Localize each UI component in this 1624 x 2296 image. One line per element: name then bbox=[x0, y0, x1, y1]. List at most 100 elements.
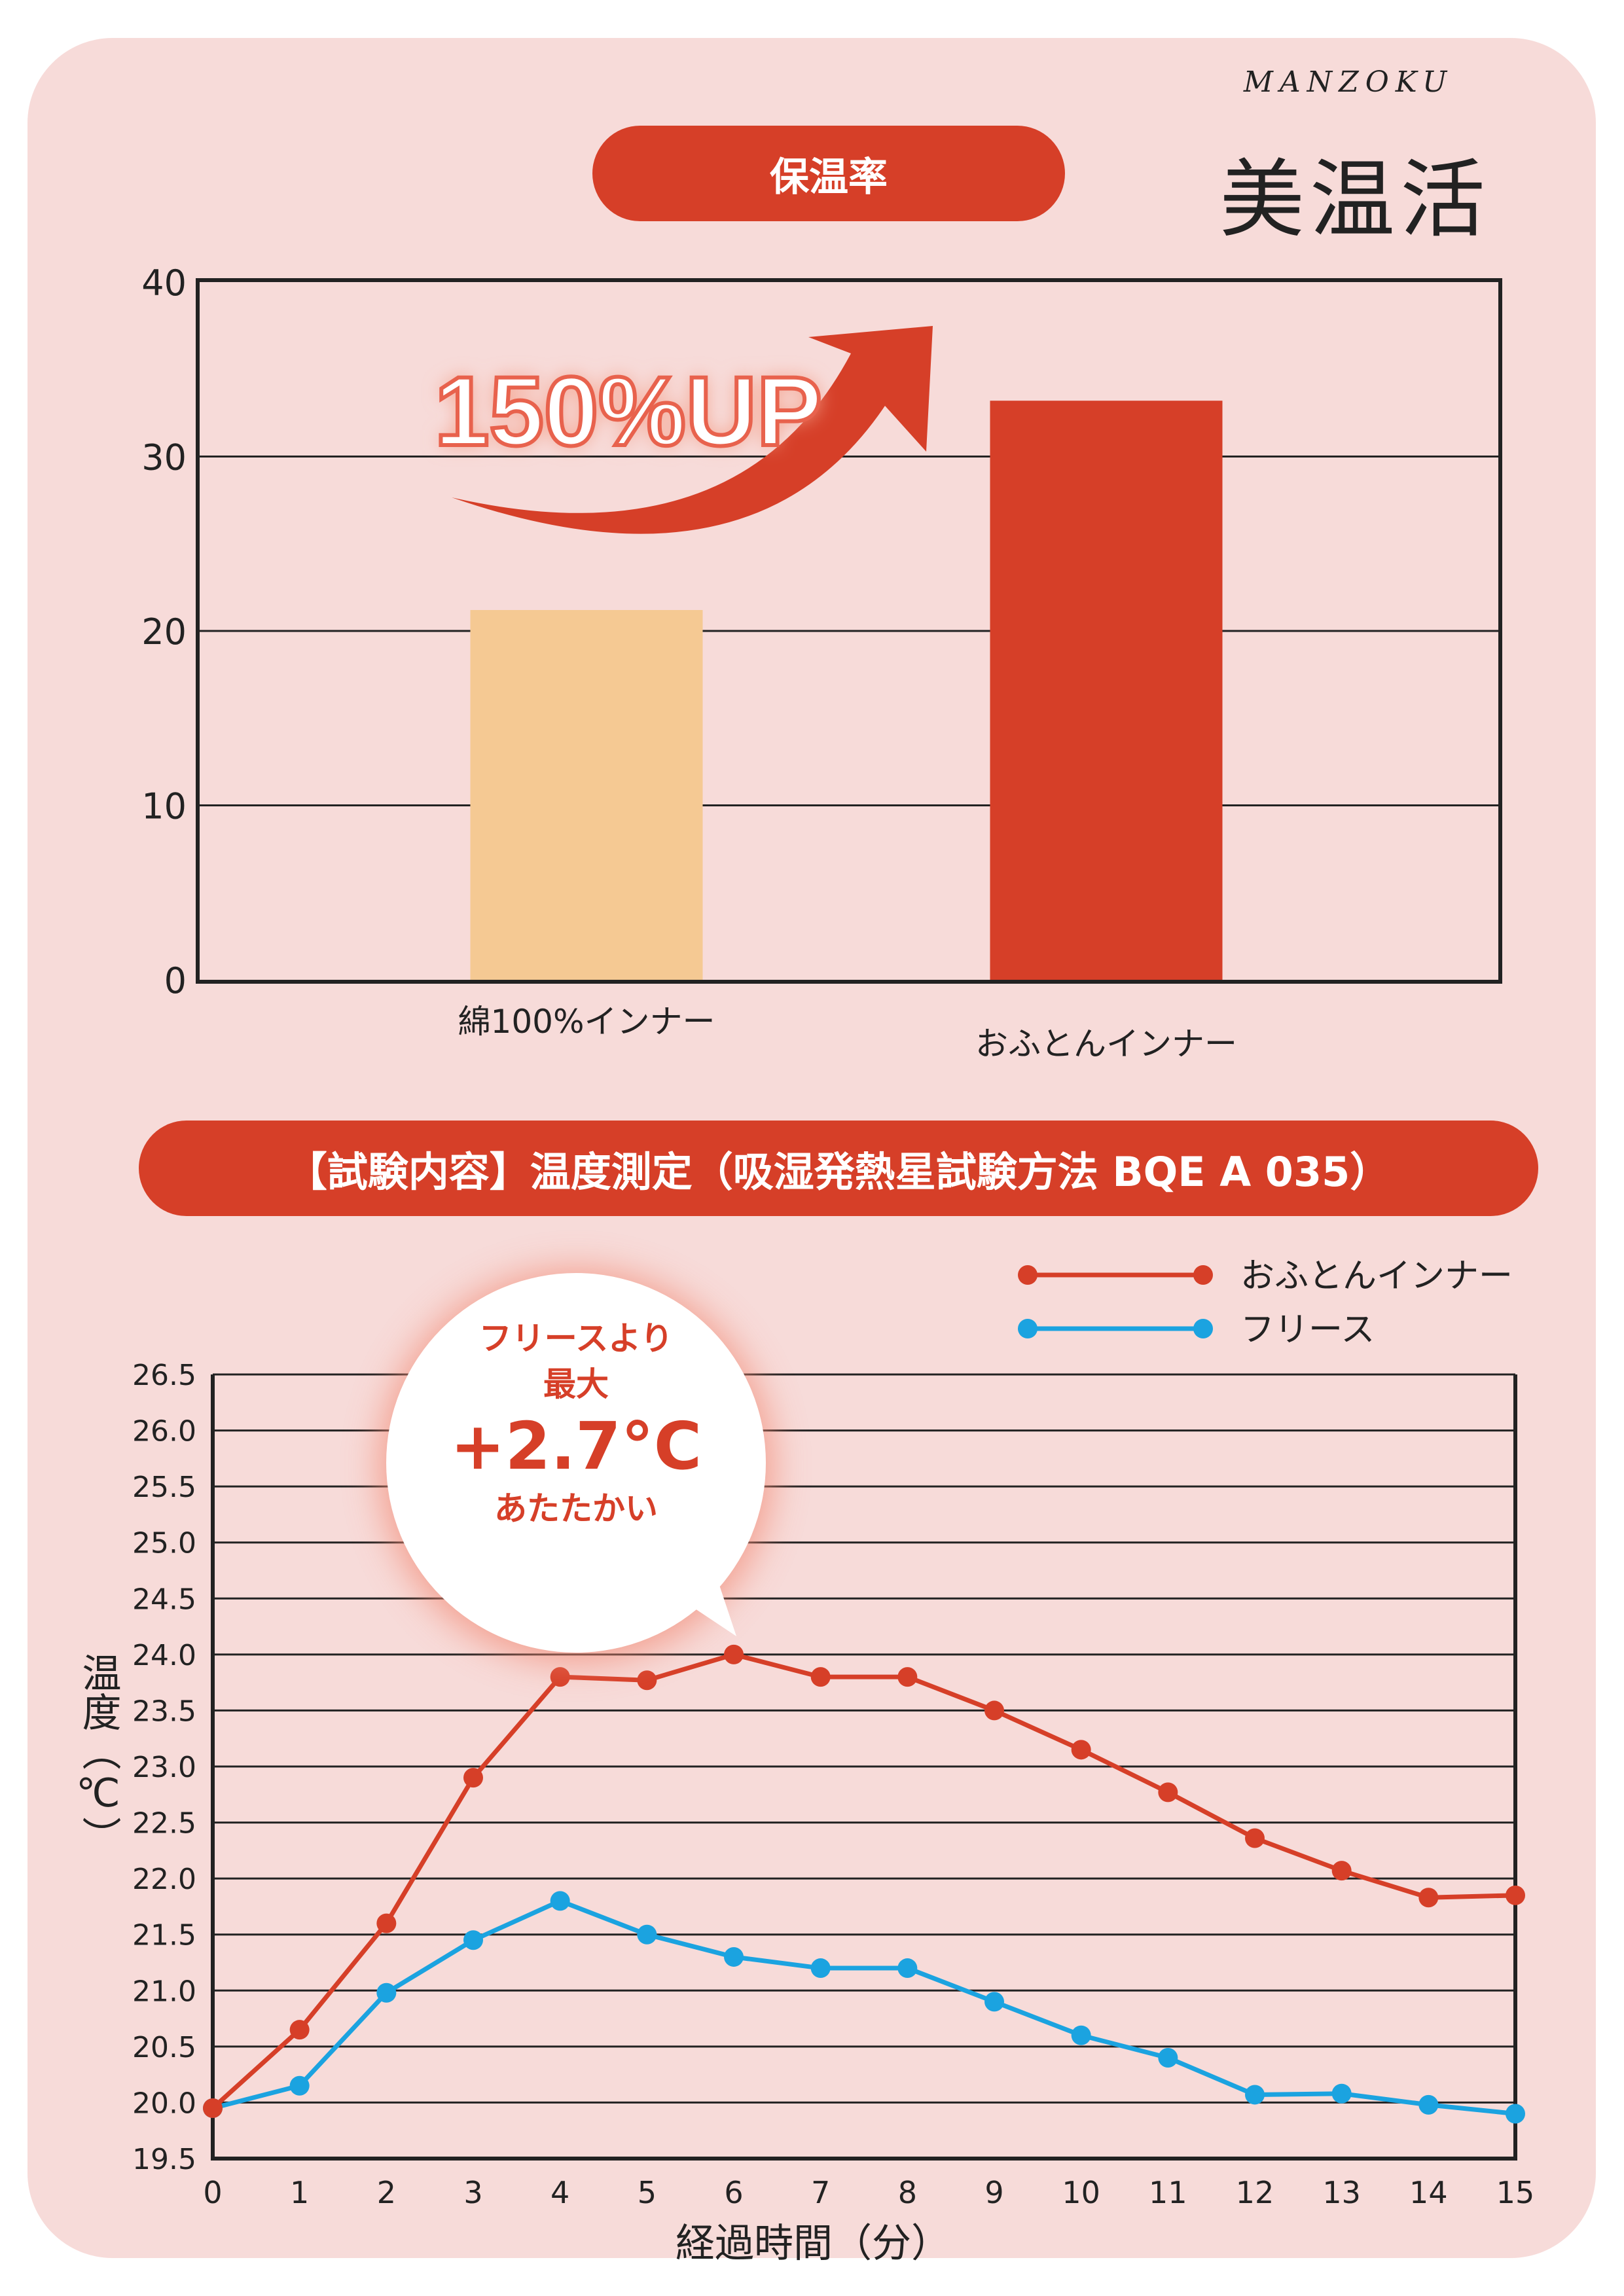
line-x-tick-label: 8 bbox=[898, 2175, 917, 2210]
series-2-point bbox=[897, 1958, 918, 1979]
line-y-tick-label: 23.5 bbox=[132, 1695, 196, 1728]
series-1-point bbox=[1158, 1782, 1178, 1803]
series-2-point bbox=[1158, 2047, 1178, 2068]
line-x-tick-label: 13 bbox=[1322, 2175, 1361, 2210]
line-chart-title: 【試験内容】温度測定（吸湿発熱星試験方法 BQE A 035） bbox=[139, 1121, 1538, 1216]
line-y-tick-label: 22.0 bbox=[132, 1863, 196, 1896]
line-x-tick-label: 1 bbox=[290, 2175, 309, 2210]
legend-dot-end-2 bbox=[1193, 1319, 1213, 1338]
series-1-point bbox=[637, 1670, 657, 1691]
line-y-tick-label: 22.5 bbox=[132, 1807, 196, 1840]
callout-150-up: 150%UP bbox=[435, 356, 822, 466]
brand-logo-en: MANZOKU bbox=[1243, 65, 1454, 99]
line-y-tick-label: 25.5 bbox=[132, 1471, 196, 1504]
line-y-tick-label: 25.0 bbox=[132, 1527, 196, 1560]
line-x-tick-label: 2 bbox=[377, 2175, 396, 2210]
bar-plot-frame bbox=[196, 278, 1502, 984]
line-y-tick-label: 21.5 bbox=[132, 1919, 196, 1952]
line-x-tick-label: 12 bbox=[1236, 2175, 1274, 2210]
line-y-tick-label: 24.0 bbox=[132, 1639, 196, 1672]
bar-2 bbox=[990, 401, 1223, 980]
bar-y-tick-label: 10 bbox=[141, 786, 187, 827]
line-x-tick-label: 5 bbox=[638, 2175, 657, 2210]
line-y-tick-labels: 19.5 20.0 20.5 21.0 21.5 22.0 22.5 23.0 23.5 24.0… bbox=[132, 1359, 196, 2176]
line-x-tick-labels: 0 1 2 3 4 5 6 7 8 9 10 11 12 13 14 15 bbox=[203, 2175, 1534, 2210]
series-1-point bbox=[1331, 1861, 1352, 1881]
bar-y-tick-label: 20 bbox=[141, 611, 187, 653]
series-2-point bbox=[1506, 2104, 1525, 2124]
brand-logo-jp: 美温活 bbox=[1219, 150, 1490, 249]
series-2-point bbox=[1245, 2085, 1265, 2105]
bar-chart-title: 保温率 bbox=[592, 126, 1065, 221]
bubble-text: フリースより 最大 +2.7°C あたたかい bbox=[399, 1316, 753, 1532]
line-y-tick-label: 23.0 bbox=[132, 1751, 196, 1784]
series-2-point bbox=[637, 1924, 657, 1945]
series-2-point bbox=[724, 1946, 744, 1967]
series-1-point bbox=[984, 1700, 1004, 1721]
legend-label-1: おふとんインナー bbox=[1240, 1257, 1513, 1296]
series-2-point bbox=[1071, 2025, 1091, 2045]
bar-y-tick-label: 40 bbox=[141, 262, 187, 304]
series-2-point bbox=[376, 1982, 397, 2003]
line-x-tick-label: 7 bbox=[811, 2175, 830, 2210]
bubble-line-3: +2.7°C bbox=[450, 1408, 702, 1484]
line-x-tick-label: 9 bbox=[984, 2175, 1003, 2210]
line-x-tick-label: 11 bbox=[1149, 2175, 1187, 2210]
callout-glow: 150%UP bbox=[435, 356, 822, 466]
bar-y-tick-labels: 0 10 20 30 40 bbox=[141, 262, 187, 1001]
bubble-line-1: フリースより bbox=[478, 1319, 674, 1357]
series-1-point bbox=[1418, 1888, 1439, 1908]
series-1-point bbox=[724, 1644, 744, 1664]
bar-gridlines bbox=[200, 456, 1498, 806]
line-x-tick-label: 15 bbox=[1496, 2175, 1535, 2210]
series-line-2 bbox=[212, 1898, 1516, 2117]
line-x-tick-label: 14 bbox=[1409, 2175, 1448, 2210]
line-y-tick-label: 26.0 bbox=[132, 1415, 196, 1448]
series-2-point bbox=[463, 1930, 483, 1950]
series-1-point bbox=[463, 1768, 483, 1788]
bar-1 bbox=[470, 610, 703, 980]
line-y-tick-label: 24.5 bbox=[132, 1583, 196, 1616]
bar-y-tick-label: 30 bbox=[141, 437, 187, 478]
series-1-point bbox=[550, 1667, 570, 1687]
speech-bubble bbox=[380, 1270, 772, 1662]
series-1-point bbox=[203, 2098, 223, 2118]
line-y-tick-label: 20.5 bbox=[132, 2031, 196, 2064]
line-x-tick-label: 3 bbox=[463, 2175, 482, 2210]
series-1-point bbox=[1245, 1828, 1265, 1848]
line-y-tick-label: 20.0 bbox=[132, 2087, 196, 2120]
bubble-circle bbox=[386, 1273, 766, 1653]
bar-marks bbox=[470, 401, 1223, 980]
series-1-point bbox=[1506, 1885, 1525, 1905]
series-1-point bbox=[897, 1667, 918, 1687]
line-y-tick-label: 19.5 bbox=[132, 2143, 196, 2176]
line-y-tick-label: 26.5 bbox=[132, 1359, 196, 1392]
line-x-tick-label: 6 bbox=[724, 2175, 743, 2210]
series-2-point bbox=[289, 2075, 310, 2096]
bubble-line-2: 最大 bbox=[543, 1365, 609, 1403]
line-x-axis-label: 経過時間（分） bbox=[676, 2221, 950, 2267]
legend-label-2: フリース bbox=[1240, 1310, 1375, 1350]
series-2-point bbox=[1418, 2094, 1439, 2115]
line-x-tick-label: 4 bbox=[550, 2175, 569, 2210]
line-y-axis-label: 温度（℃） bbox=[75, 1653, 121, 1856]
line-chart: 19.5 20.0 20.5 21.0 21.5 22.0 22.5 23.0 23.5 24.0… bbox=[75, 1257, 1534, 2267]
bar-y-tick-label: 0 bbox=[164, 960, 187, 1001]
series-2-point bbox=[810, 1958, 831, 1979]
series-line-1 bbox=[211, 1652, 1516, 2110]
series-2-point bbox=[984, 1992, 1004, 2012]
line-x-tick-label: 0 bbox=[203, 2175, 222, 2210]
legend-dot-start-1 bbox=[1018, 1265, 1038, 1285]
line-x-tick-label: 10 bbox=[1062, 2175, 1100, 2210]
bar-x-tick-label: 綿100%インナー bbox=[458, 1003, 715, 1041]
series-2-point bbox=[550, 1891, 570, 1911]
bar-x-tick-label: おふとんインナー bbox=[975, 1025, 1237, 1063]
series-2-point bbox=[1331, 2083, 1352, 2104]
series-1-point bbox=[376, 1913, 397, 1933]
growth-arrow-icon bbox=[452, 326, 933, 534]
line-y-tick-label: 21.0 bbox=[132, 1975, 196, 2008]
